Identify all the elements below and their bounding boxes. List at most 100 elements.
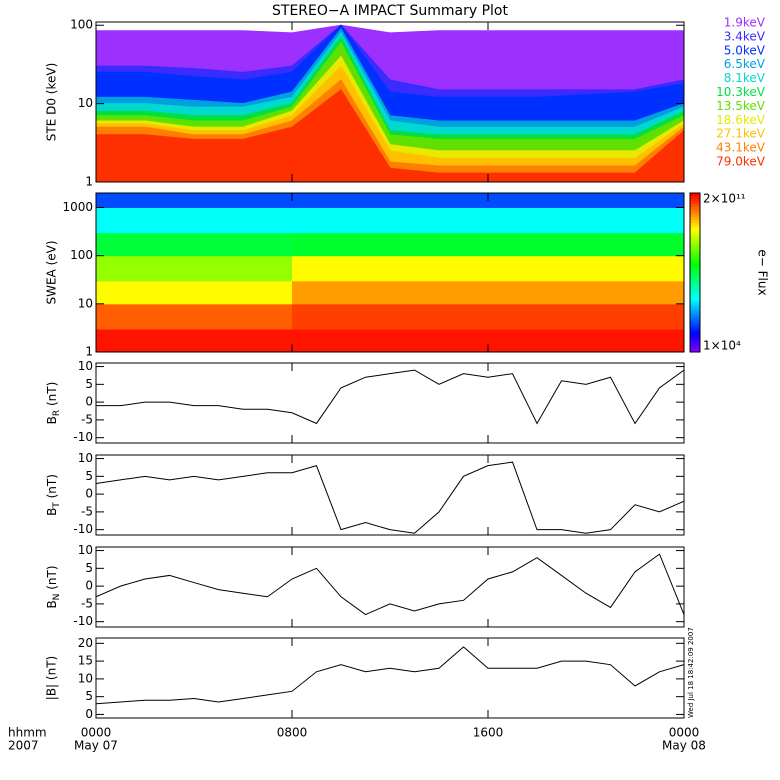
plot-area [96,193,684,352]
flux-cell [537,329,587,352]
colorbar-strip [690,256,700,260]
y-axis-label: STE D0 (keV) [45,63,59,142]
flux-cell [537,280,587,305]
flux-cell [635,280,684,305]
axes-frame [95,192,685,353]
flux-cell [341,255,391,282]
colorbar-strip [690,251,700,255]
y-axis-label: BN (nT) [45,565,62,608]
flux-cell [635,329,684,352]
flux-cell [292,329,342,352]
colorbar-strip [690,296,700,300]
flux-cell [635,255,684,282]
y-tick-label: -10 [73,522,93,536]
flux-cell [390,232,440,257]
flux-cell [635,232,684,257]
colorbar-tick-label: 1×10⁴ [703,339,741,353]
flux-cell [537,193,587,208]
flux-cell [194,303,244,330]
colorbar-strip [690,314,700,319]
y-tick-label: 0 [85,395,93,409]
flux-cell [586,255,636,282]
flux-cell [341,280,391,305]
y-tick-label: 1 [85,175,93,189]
flux-cell [488,329,538,352]
y-tick-label: 10 [78,543,93,557]
y-tick-label: -5 [81,596,93,610]
flux-cell [439,329,489,352]
field-line [96,553,684,616]
flux-cell [292,255,342,282]
axes-frame [95,362,685,444]
flux-cell [537,207,587,234]
legend-entry: 79.0keV [716,155,766,169]
colorbar-strip [690,240,700,244]
flux-cell [390,255,440,282]
flux-cell [439,193,489,208]
colorbar-strip [690,195,700,199]
flux-cell [488,303,538,330]
flux-cell [243,280,293,305]
x-axis-title: hhmm [8,726,47,740]
y-tick-label: 5 [85,469,93,483]
flux-cell [145,329,195,352]
field-line [96,369,684,425]
flux-cell [96,280,146,305]
flux-cell [194,207,244,234]
flux-cell [243,207,293,234]
colorbar-strip [690,301,700,305]
flux-cell [145,207,195,234]
flux-cell [341,303,391,330]
y-tick-label: 10 [78,671,93,685]
flux-cell [586,232,636,257]
plot-area [96,646,684,705]
flux-cell [243,193,293,208]
colorbar-strip [690,322,700,326]
flux-cell [390,280,440,305]
flux-cell [341,329,391,352]
y-label-sub: R [52,410,62,416]
y-tick-label: 0 [85,487,93,501]
y-label-unit: (nT) [45,382,59,410]
axes-frame [95,21,685,183]
flux-cell [145,280,195,305]
y-label-sub: N [52,594,62,601]
colorbar-strip [690,328,700,332]
colorbar-strip [690,272,700,276]
colorbar-strip [690,200,700,205]
colorbar-strip [690,248,700,252]
axes-frame [95,546,685,628]
flux-cell [96,207,146,234]
y-tick-label: 10 [78,96,93,110]
colorbar-strip [690,299,700,303]
colorbar-strip [690,312,700,316]
colorbar-strip [690,349,700,353]
y-tick-label: -5 [81,504,93,518]
flux-cell [390,329,440,352]
chart-title: STEREO−A IMPACT Summary Plot [272,3,509,19]
flux-cell [341,193,391,208]
colorbar-strip [690,344,700,348]
colorbar-strip [690,275,700,279]
flux-cell [439,255,489,282]
colorbar-strip [690,246,700,250]
colorbar-strip [690,219,700,223]
flux-cell [145,303,195,330]
flux-cell [390,303,440,330]
colorbar-strip [690,320,700,324]
flux-cell [194,255,244,282]
colorbar-strip [690,261,700,266]
y-label-base: B [45,600,59,608]
colorbar-strip [690,277,700,281]
flux-cell [439,303,489,330]
y-tick-label: 100 [70,248,93,262]
legend-entry: 10.3keV [716,85,766,99]
x-tick-label: 0800 [277,726,308,740]
y-label-base: B [45,508,59,516]
x-tick-label: 0000 [669,726,700,740]
flux-cell [488,207,538,234]
colorbar-strip [690,203,700,207]
colorbar-strip [690,214,700,218]
colorbar-strip [690,224,700,228]
